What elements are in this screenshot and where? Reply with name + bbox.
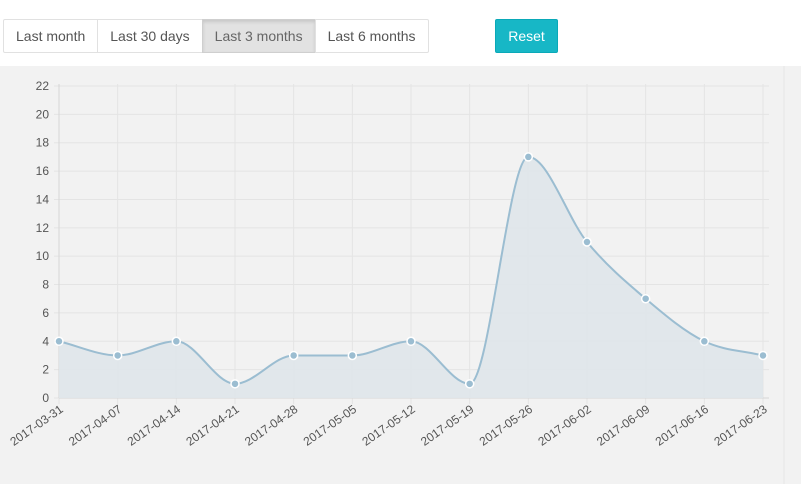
toolbar: Last month Last 30 days Last 3 months La… bbox=[0, 0, 801, 66]
last-30-days-button[interactable]: Last 30 days bbox=[97, 19, 203, 53]
y-tick-label: 22 bbox=[36, 79, 50, 93]
reset-button[interactable]: Reset bbox=[495, 19, 558, 53]
x-tick-label: 2017-05-12 bbox=[359, 402, 418, 449]
x-tick-label: 2017-05-05 bbox=[301, 402, 360, 449]
series-area bbox=[58, 155, 764, 398]
data-points bbox=[54, 152, 768, 389]
x-tick-labels: 2017-03-31 2017-04-07 2017-04-14 2017-04-21… bbox=[7, 402, 770, 449]
data-point[interactable] bbox=[523, 152, 534, 162]
x-tick-label: 2017-04-28 bbox=[242, 402, 301, 449]
data-point[interactable] bbox=[112, 350, 123, 361]
y-tick-label: 6 bbox=[42, 306, 49, 320]
x-tick-label: 2017-03-31 bbox=[7, 402, 66, 449]
x-tick-label: 2017-06-16 bbox=[653, 402, 712, 449]
series-line bbox=[58, 155, 764, 385]
data-point[interactable] bbox=[640, 293, 651, 304]
y-tick-label: 4 bbox=[42, 334, 49, 348]
y-tick-label: 18 bbox=[36, 136, 50, 150]
y-tick-label: 0 bbox=[42, 391, 49, 405]
x-tick-label: 2017-04-07 bbox=[66, 402, 125, 449]
y-tick-label: 20 bbox=[36, 107, 50, 121]
last-month-button[interactable]: Last month bbox=[3, 19, 99, 53]
data-point[interactable] bbox=[171, 336, 182, 347]
x-tick-label: 2017-06-02 bbox=[535, 402, 594, 449]
x-tick-label: 2017-05-19 bbox=[418, 402, 477, 449]
last-6-months-button[interactable]: Last 6 months bbox=[314, 19, 429, 53]
data-point[interactable] bbox=[699, 336, 710, 347]
x-tick-label: 2017-04-14 bbox=[125, 402, 184, 449]
data-point[interactable] bbox=[230, 379, 240, 389]
y-tick-label: 14 bbox=[36, 192, 50, 206]
x-tick-label: 2017-05-26 bbox=[477, 402, 536, 449]
data-point[interactable] bbox=[758, 350, 768, 361]
y-tick-label: 8 bbox=[42, 278, 49, 292]
y-tick-label: 16 bbox=[36, 164, 50, 178]
y-tick-label: 12 bbox=[36, 221, 50, 235]
date-range-button-group: Last month Last 30 days Last 3 months La… bbox=[3, 19, 429, 53]
series-area-fill bbox=[59, 156, 763, 398]
data-point[interactable] bbox=[464, 379, 475, 389]
x-tick-label: 2017-06-23 bbox=[711, 402, 770, 449]
data-point[interactable] bbox=[54, 336, 64, 347]
data-point[interactable] bbox=[288, 350, 299, 361]
area-chart: 0 2 4 6 8 10 12 14 16 18 20 22 2017-03-31 2017-04-07… bbox=[7, 66, 785, 484]
data-point[interactable] bbox=[347, 350, 358, 361]
x-tick-label: 2017-06-09 bbox=[594, 402, 653, 449]
y-tick-labels: 0 2 4 6 8 10 12 14 16 18 20 22 bbox=[36, 79, 50, 405]
last-3-months-button[interactable]: Last 3 months bbox=[201, 19, 316, 53]
chart-container: 0 2 4 6 8 10 12 14 16 18 20 22 2017-03-31 2017-04-07… bbox=[0, 66, 801, 484]
data-point[interactable] bbox=[582, 237, 592, 247]
y-tick-label: 10 bbox=[36, 249, 50, 263]
x-tick-label: 2017-04-21 bbox=[183, 402, 242, 449]
data-point[interactable] bbox=[406, 336, 416, 347]
y-tick-label: 2 bbox=[42, 363, 49, 377]
